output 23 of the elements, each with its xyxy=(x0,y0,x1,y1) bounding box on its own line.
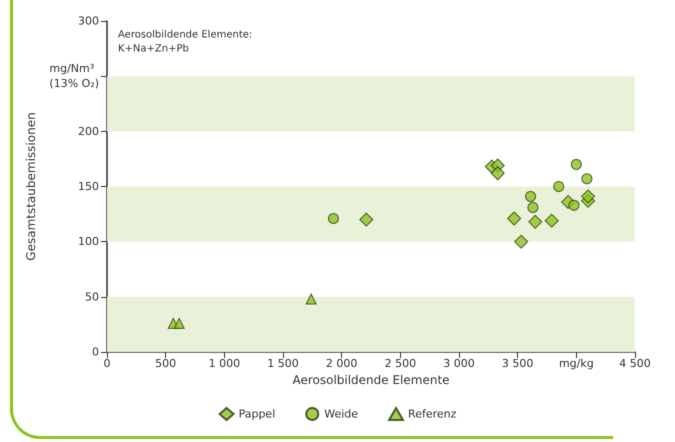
y-tick-label: 200 xyxy=(78,124,99,138)
x-tick-label: 2 500 xyxy=(384,357,416,370)
x-tick-label: mg/kg xyxy=(558,357,594,370)
y-tick-label: 0 xyxy=(92,346,99,358)
x-tick-label: 1 500 xyxy=(267,357,299,370)
y-tick-label: 50 xyxy=(85,290,99,304)
x-axis-title: Aerosolbildende Elemente xyxy=(292,373,450,387)
x-tick-label: 0 xyxy=(104,357,110,370)
text: mg/Nm³ (13% O₂) xyxy=(49,62,100,90)
x-tick-label: 3 000 xyxy=(443,357,475,370)
x-tick-label: 1 000 xyxy=(208,357,240,370)
x-tick-label: 4 500 xyxy=(619,357,651,370)
annotation: Aerosolbildende Elemente: K+Na+Zn+Pb xyxy=(118,30,252,54)
x-tick-label: 2 000 xyxy=(326,357,358,370)
legend-label: Pappel xyxy=(238,408,276,420)
legend-label: Weide xyxy=(324,408,358,420)
y-tick-label: 150 xyxy=(78,180,99,193)
y-tick-label: 300 xyxy=(78,14,99,28)
legend-label: Referenz xyxy=(408,408,457,420)
x-tick-label: 500 xyxy=(155,357,176,370)
y-tick-label: 100 xyxy=(78,235,99,248)
y-axis-title: Gesamtstaubemissionen xyxy=(24,112,38,261)
x-tick-label: 3 500 xyxy=(502,357,534,370)
